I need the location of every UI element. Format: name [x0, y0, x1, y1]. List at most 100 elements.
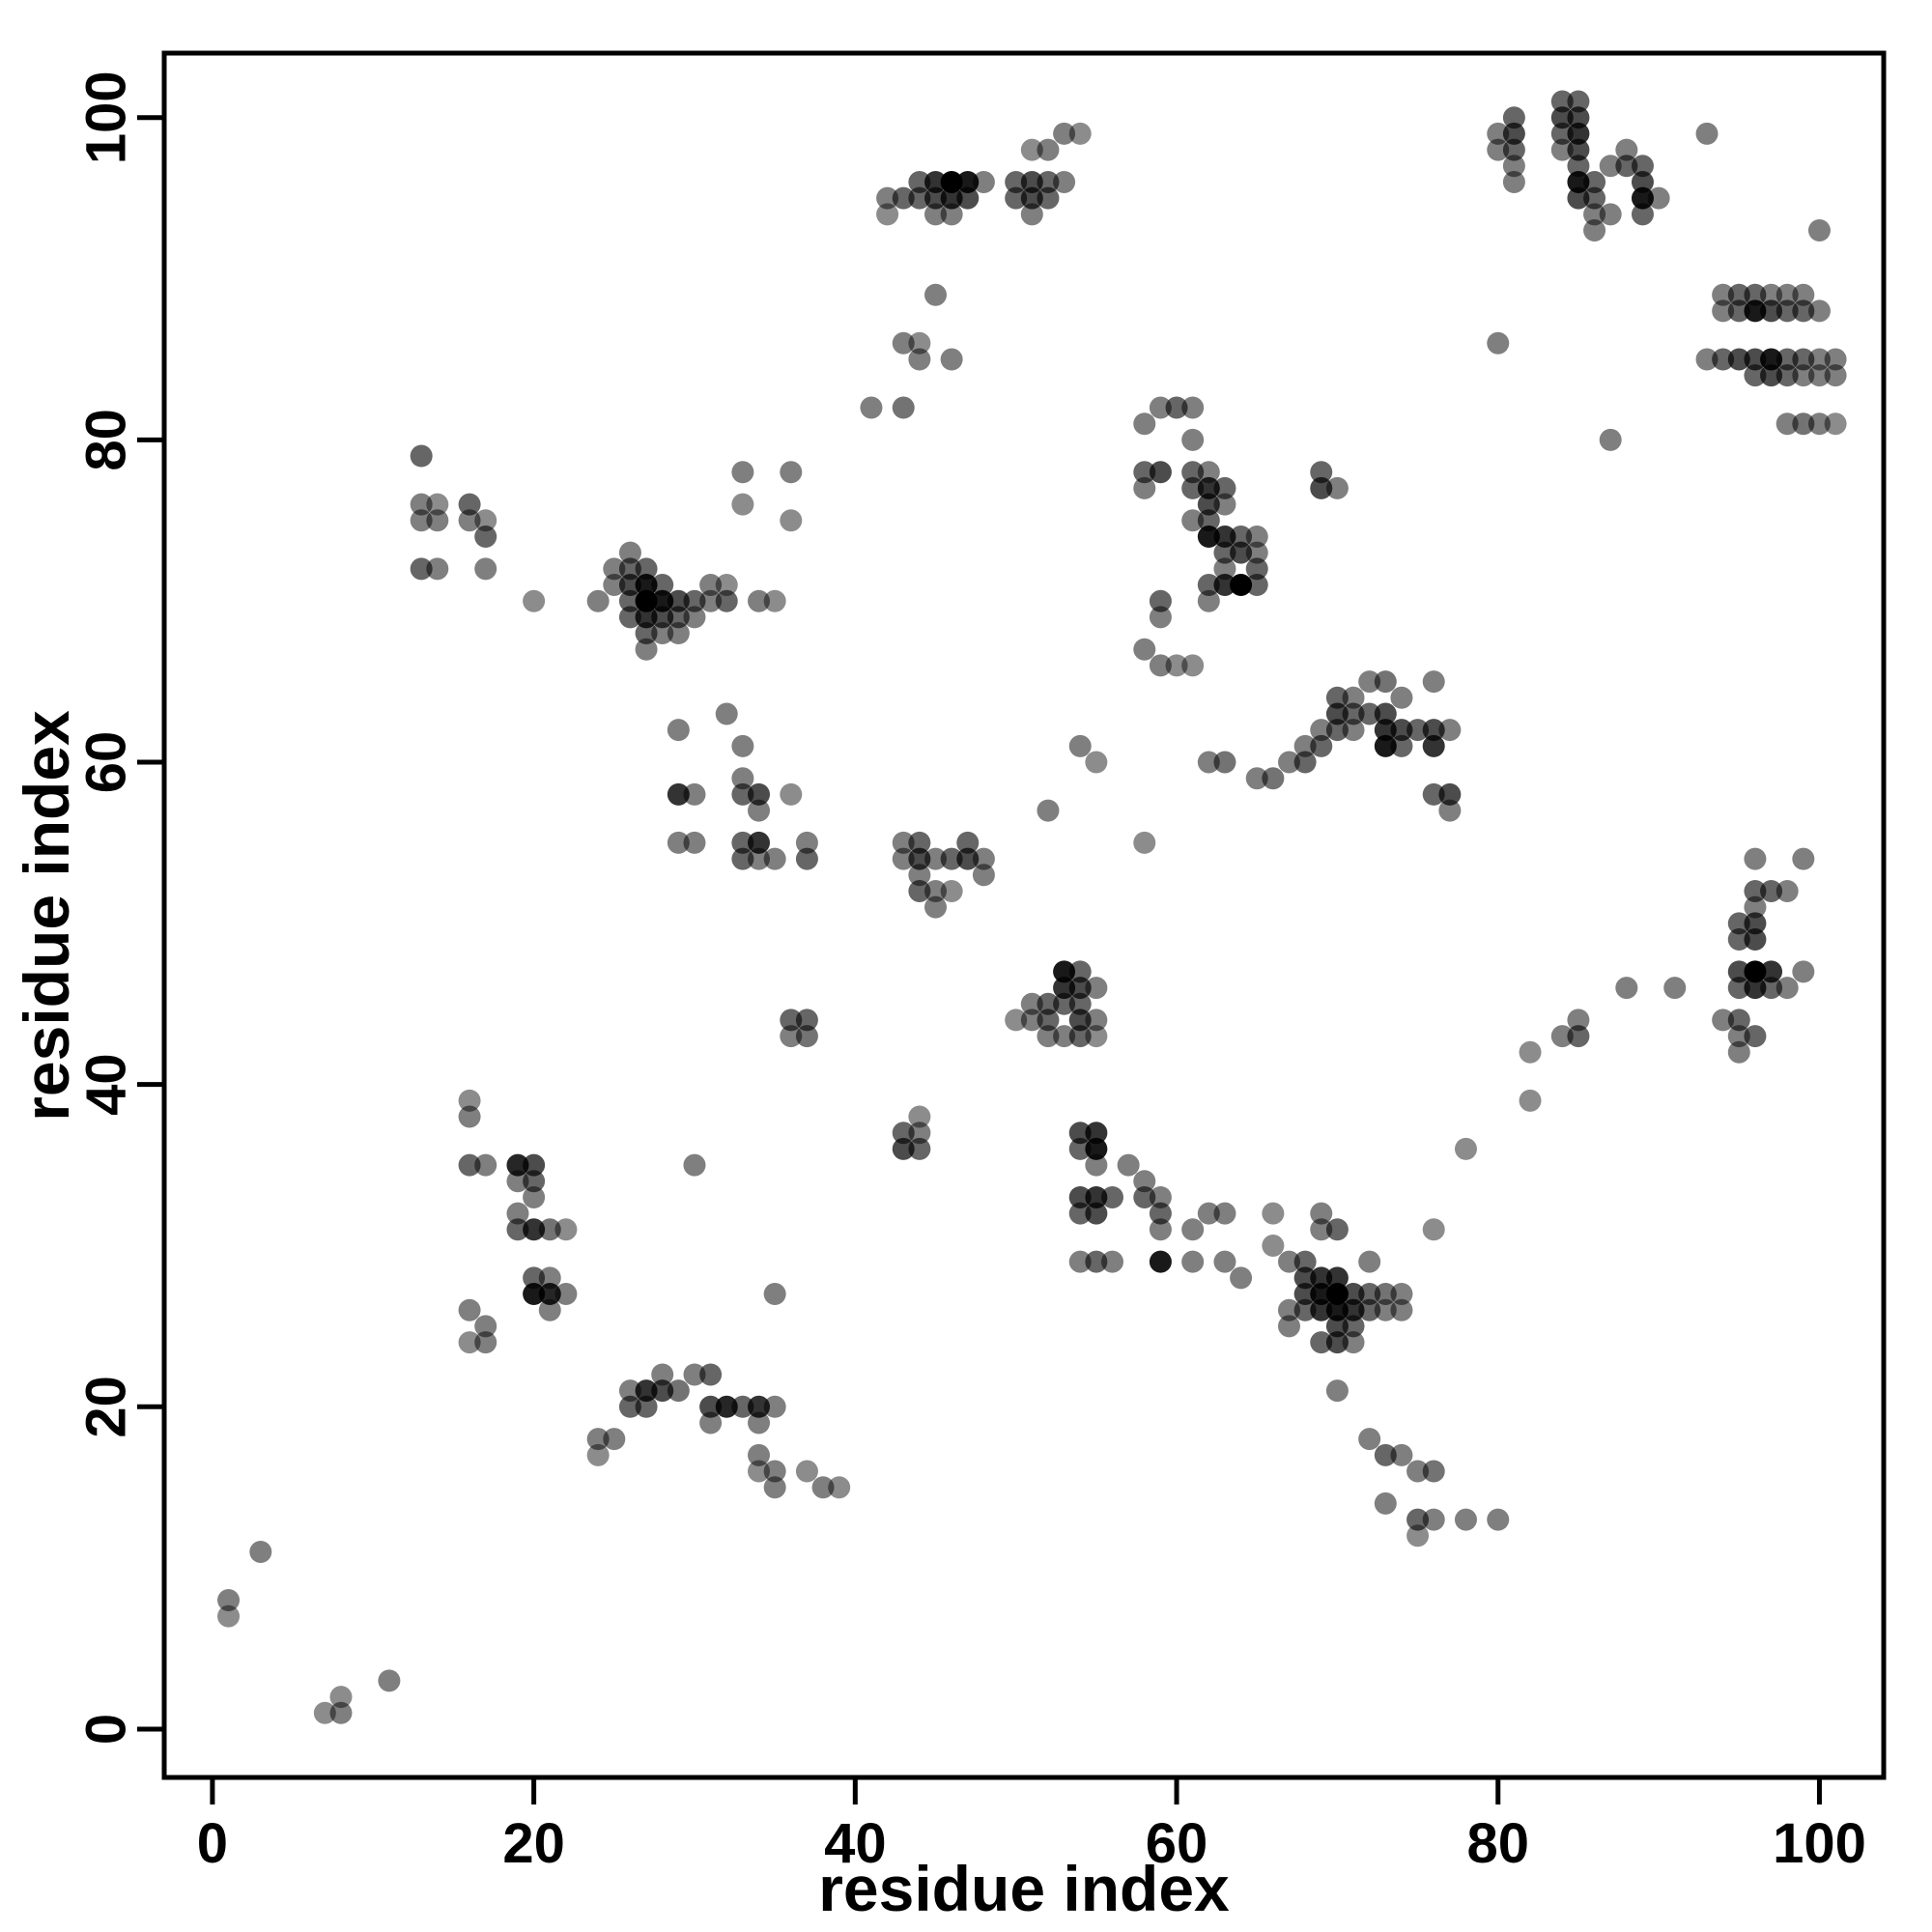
- data-point: [1310, 719, 1333, 742]
- data-point: [1647, 186, 1670, 210]
- data-point: [956, 186, 980, 210]
- data-point: [1807, 299, 1831, 323]
- data-point: [667, 606, 690, 629]
- y-tick-label: 20: [75, 1376, 138, 1438]
- data-point: [1358, 1250, 1381, 1273]
- data-point: [1760, 977, 1783, 1000]
- data-point: [1230, 574, 1253, 597]
- data-point: [474, 509, 497, 532]
- data-point: [972, 864, 995, 887]
- data-point: [1310, 734, 1333, 757]
- data-point: [908, 348, 931, 371]
- data-point: [458, 1105, 481, 1128]
- data-point: [410, 557, 433, 581]
- data-point: [1567, 1009, 1590, 1032]
- data-point: [1068, 1009, 1092, 1032]
- data-point: [1776, 283, 1799, 306]
- data-point: [523, 1185, 546, 1208]
- data-point: [1310, 1298, 1333, 1321]
- data-point: [586, 1443, 610, 1466]
- data-point: [1776, 412, 1799, 436]
- data-point: [329, 1686, 353, 1709]
- data-point: [1487, 122, 1510, 145]
- data-point: [1020, 170, 1043, 193]
- data-point: [1567, 106, 1590, 129]
- data-point: [1438, 719, 1462, 742]
- data-point: [1744, 912, 1767, 935]
- data-point: [1277, 1298, 1300, 1321]
- data-point: [1310, 1266, 1333, 1290]
- data-point: [892, 331, 915, 355]
- data-point: [1727, 283, 1750, 306]
- data-point: [956, 170, 980, 193]
- data-point: [795, 1460, 818, 1483]
- data-point: [1117, 1153, 1140, 1177]
- data-point: [1374, 702, 1397, 725]
- data-point: [1422, 1508, 1445, 1531]
- data-point: [940, 186, 963, 210]
- data-point: [860, 396, 883, 419]
- data-point: [1037, 1025, 1060, 1048]
- data-point: [1744, 1025, 1767, 1048]
- data-point: [908, 1137, 931, 1160]
- data-point: [1358, 1298, 1381, 1321]
- data-point: [1792, 348, 1815, 371]
- data-point: [1293, 1266, 1317, 1290]
- data-point: [1438, 782, 1462, 806]
- data-point: [1631, 186, 1654, 210]
- data-point: [972, 170, 995, 193]
- data-point: [1695, 348, 1719, 371]
- data-point: [1149, 461, 1172, 484]
- data-point: [1230, 1266, 1253, 1290]
- data-point: [618, 541, 641, 564]
- data-point: [1213, 493, 1236, 516]
- data-point: [1149, 1218, 1172, 1241]
- data-point: [1277, 751, 1300, 774]
- data-point: [876, 203, 899, 226]
- data-point: [699, 1411, 723, 1435]
- data-point: [1807, 364, 1831, 387]
- data-point: [329, 1701, 353, 1724]
- x-axis: 0 20 40 60 80 100: [197, 1777, 1866, 1875]
- data-point: [972, 847, 995, 870]
- data-point: [603, 1428, 626, 1451]
- data-point: [924, 186, 948, 210]
- data-point: [410, 509, 433, 532]
- data-point: [1085, 1122, 1108, 1145]
- data-point: [715, 589, 738, 612]
- data-point: [474, 1315, 497, 1338]
- data-point: [651, 589, 674, 612]
- data-point: [1149, 606, 1172, 629]
- data-point: [731, 734, 754, 757]
- data-point: [1374, 1443, 1397, 1466]
- data-point: [748, 782, 771, 806]
- data-point: [603, 557, 626, 581]
- data-point: [506, 1202, 529, 1225]
- data-point: [1583, 186, 1606, 210]
- data-point: [908, 170, 931, 193]
- data-point: [763, 589, 786, 612]
- data-point: [1406, 1524, 1430, 1548]
- data-point: [1422, 670, 1445, 694]
- data-point: [667, 589, 690, 612]
- data-point: [1197, 525, 1220, 548]
- data-point: [1197, 589, 1220, 612]
- data-point: [635, 1395, 658, 1418]
- data-point: [1599, 155, 1622, 178]
- data-point: [458, 493, 481, 516]
- data-point: [378, 1669, 401, 1692]
- data-point: [1213, 574, 1236, 597]
- data-point: [780, 1009, 803, 1032]
- data-point: [1406, 1508, 1430, 1531]
- data-point: [924, 895, 948, 919]
- data-point: [1744, 348, 1767, 371]
- data-points-layer: [217, 90, 1847, 1724]
- data-point: [1550, 90, 1574, 113]
- data-point: [780, 782, 803, 806]
- x-tick-label: 0: [197, 1812, 228, 1875]
- data-point: [1085, 1025, 1108, 1048]
- data-point: [1422, 719, 1445, 742]
- data-point: [1325, 686, 1349, 709]
- data-point: [1776, 977, 1799, 1000]
